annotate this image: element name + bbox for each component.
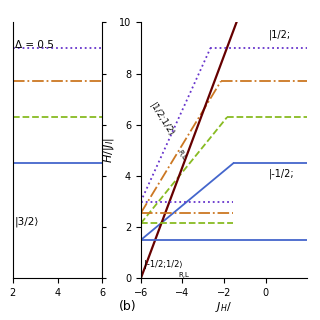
X-axis label: $J_H/$: $J_H/$ [215,300,233,314]
Text: |-1/2;1/2⟩: |-1/2;1/2⟩ [144,260,182,269]
Text: |1/2;: |1/2; [269,30,291,40]
Text: |1/2;1/2⟩: |1/2;1/2⟩ [148,101,175,138]
Y-axis label: $H/|J_I|$: $H/|J_I|$ [102,137,116,164]
Text: R,L: R,L [178,272,189,278]
Text: R,L: R,L [176,149,187,162]
Text: (b): (b) [119,300,137,313]
Text: |-1/2;: |-1/2; [269,168,294,179]
Text: |3/2⟩: |3/2⟩ [15,217,39,227]
Text: Δ = 0.5: Δ = 0.5 [15,40,54,50]
